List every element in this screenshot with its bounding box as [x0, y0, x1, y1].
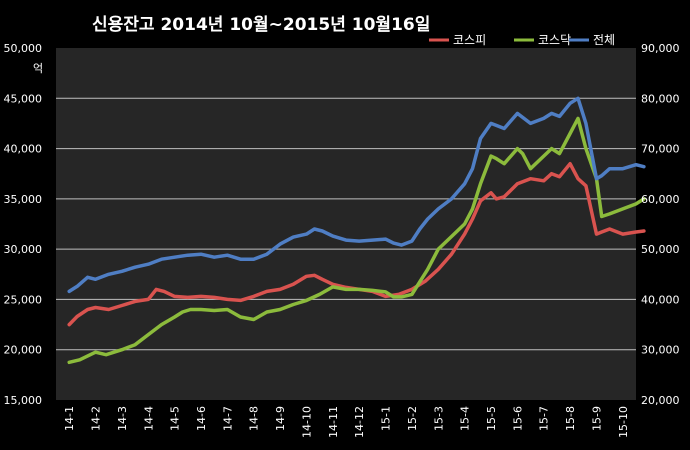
x-tick-label: 15-5 — [485, 406, 498, 431]
x-tick-label: 14-7 — [221, 406, 234, 431]
right-tick-label: 60,000 — [641, 193, 680, 206]
x-tick-label: 14-10 — [300, 406, 313, 438]
x-tick-label: 15-9 — [590, 406, 603, 431]
x-tick-label: 14-9 — [274, 406, 287, 431]
left-tick-label: 45,000 — [4, 92, 43, 105]
x-tick-label: 15-1 — [380, 406, 393, 431]
left-tick-label: 15,000 — [4, 394, 43, 407]
left-axis-ticks: 15,000 20,000 25,000 30,000 35,000 40,000 45,0… — [4, 42, 43, 407]
x-tick-label: 14-2 — [90, 406, 103, 431]
legend-label: 코스닥 — [538, 33, 571, 47]
x-tick-label: 15-6 — [511, 406, 524, 431]
series-line — [67, 96, 646, 294]
x-tick-label: 14-5 — [169, 406, 182, 431]
x-tick-label: 15-4 — [459, 406, 472, 431]
legend-label: 코스피 — [453, 33, 486, 47]
x-tick-label: 14-1 — [63, 406, 76, 431]
x-tick-label: 14-12 — [353, 406, 366, 438]
chart-title: 신용잔고 2014년 10월~2015년 10월16일 — [92, 15, 430, 35]
right-tick-label: 80,000 — [641, 92, 680, 105]
plot-area — [56, 48, 636, 400]
gridlines — [56, 97, 636, 351]
x-tick-label: 15-8 — [564, 406, 577, 431]
right-tick-label: 40,000 — [641, 293, 680, 306]
right-tick-label: 50,000 — [641, 243, 680, 256]
x-tick-label: 14-6 — [195, 406, 208, 431]
left-tick-label: 50,000 — [4, 42, 43, 55]
right-tick-label: 90,000 — [641, 42, 680, 55]
series-line — [67, 116, 646, 365]
left-axis-unit: 억 — [33, 62, 43, 75]
legend: 코스피 코스닥 전체 — [429, 33, 615, 47]
x-tick-label: 15-3 — [432, 406, 445, 431]
x-tick-label: 14-3 — [116, 406, 129, 431]
left-tick-label: 30,000 — [4, 243, 43, 256]
x-tick-label: 14-8 — [248, 406, 261, 431]
right-axis-ticks: 20,000 30,000 40,000 50,000 60,000 70,000 80,0… — [641, 42, 680, 407]
x-tick-label: 15-7 — [538, 406, 551, 431]
legend-label: 전체 — [593, 33, 615, 47]
x-tick-label: 14-4 — [142, 406, 155, 431]
right-tick-label: 70,000 — [641, 143, 680, 156]
right-tick-label: 30,000 — [641, 344, 680, 357]
series-layer — [67, 96, 646, 365]
left-tick-label: 20,000 — [4, 344, 43, 357]
x-tick-label: 14-11 — [327, 406, 340, 438]
left-tick-label: 35,000 — [4, 193, 43, 206]
left-tick-label: 40,000 — [4, 143, 43, 156]
x-tick-label: 15-2 — [406, 406, 419, 431]
x-tick-label: 15-10 — [617, 406, 630, 438]
right-tick-label: 20,000 — [641, 394, 680, 407]
x-axis-ticks: 14-1 14-2 14-3 14-4 14-5 14-6 14-7 14-8 14-9 14-1… — [63, 406, 630, 438]
left-tick-label: 25,000 — [4, 293, 43, 306]
